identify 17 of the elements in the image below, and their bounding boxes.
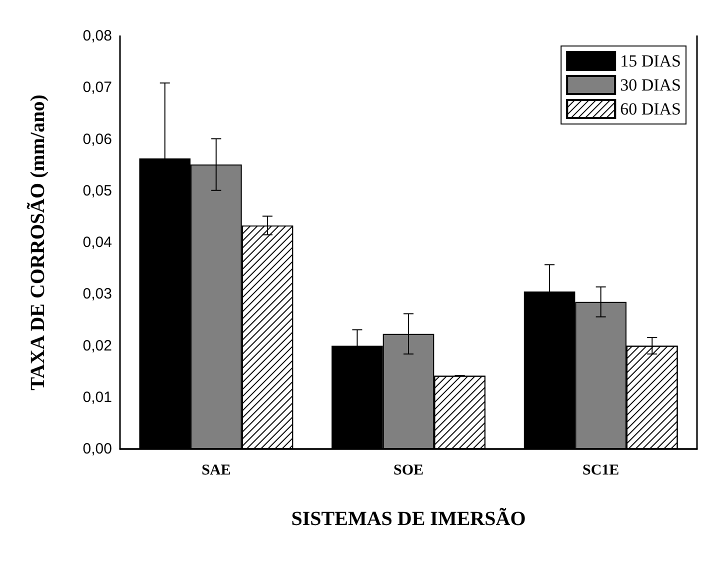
y-tick-label: 0,08 [82,28,112,44]
x-tick-label: SOE [393,462,424,478]
y-tick-label: 0,04 [82,234,112,251]
legend-label: 60 DIAS [620,100,682,118]
x-tick-label: SC1E [582,462,620,478]
x-axis-title: SISTEMAS DE IMERSÃO [291,507,526,530]
y-tick-label: 0,01 [82,388,112,406]
y-tick-label: 0,03 [82,286,112,303]
y-tick-label: 0,00 [82,440,112,458]
legend-label: 30 DIAS [620,76,682,94]
y-tick-label: 0,05 [82,182,112,200]
y-tick-label: 0,06 [82,130,112,148]
y-axis-title: TAXA DE CORROSÃO (mm/ano) [26,94,49,390]
legend-label: 15 DIAS [620,52,682,70]
y-tick-label: 0,02 [82,337,112,354]
y-tick-label: 0,07 [82,79,112,96]
x-tick-label: SAE [202,462,231,478]
